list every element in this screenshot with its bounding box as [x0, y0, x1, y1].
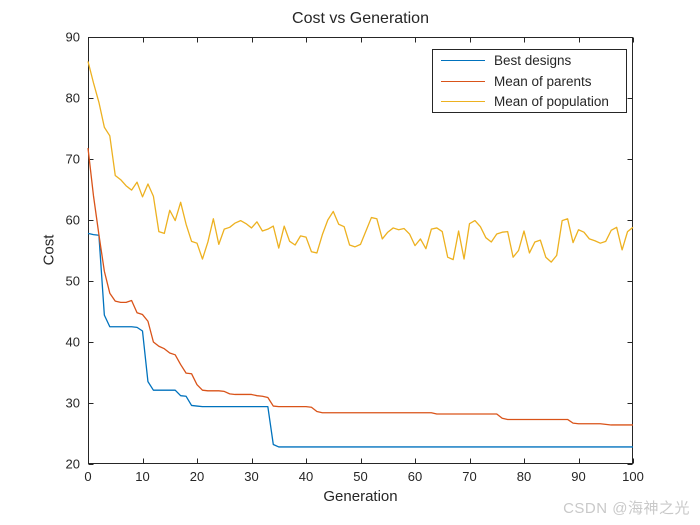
x-tick-label: 80: [516, 469, 532, 484]
plot-canvas: [87, 37, 634, 465]
csdn-watermark: CSDN @海神之光: [563, 500, 690, 517]
y-tick-label: 60: [65, 212, 80, 228]
x-tick-label: 90: [571, 469, 586, 484]
legend-item-best-designs: Best designs: [441, 51, 626, 71]
x-tick-label: 70: [462, 469, 477, 484]
x-tick-label: 50: [353, 469, 368, 484]
legend-line-sample-orange: [441, 80, 485, 82]
series-line-best-designs: [87, 232, 633, 448]
x-tick-label: 10: [135, 469, 150, 484]
y-tick-label: 50: [65, 273, 80, 289]
y-axis-label: Cost: [40, 234, 58, 266]
y-tick-label: 80: [65, 90, 80, 106]
x-tick-label: 0: [84, 469, 92, 484]
x-tick-label: 60: [407, 469, 423, 484]
y-tick-label: 90: [65, 29, 80, 45]
legend-box: Best designs Mean of parents Mean of pop…: [432, 49, 627, 113]
x-tick-label: 30: [244, 469, 259, 484]
x-tick-label: 40: [298, 469, 314, 484]
legend-label: Mean of population: [494, 94, 609, 109]
legend-line-sample-blue: [441, 60, 485, 61]
x-axis-label: Generation: [323, 488, 398, 505]
series-line-mean-of-parents: [87, 147, 633, 426]
legend-item-mean-of-parents: Mean of parents: [441, 71, 626, 91]
plot-area: [87, 37, 634, 465]
legend-label: Mean of parents: [494, 73, 592, 89]
legend-label: Best designs: [494, 53, 572, 68]
y-tick-label: 20: [65, 456, 80, 472]
x-tick-label: 20: [189, 469, 205, 484]
chart-title: Cost vs Generation: [292, 10, 429, 27]
series-line-mean-of-population: [87, 61, 634, 263]
legend-item-mean-of-population: Mean of population: [441, 92, 626, 112]
y-tick-label: 40: [65, 334, 80, 350]
legend-line-sample-yellow: [441, 101, 485, 102]
y-tick-label: 30: [65, 395, 80, 411]
y-tick-label: 70: [65, 151, 80, 167]
x-tick-label: 100: [622, 469, 644, 484]
